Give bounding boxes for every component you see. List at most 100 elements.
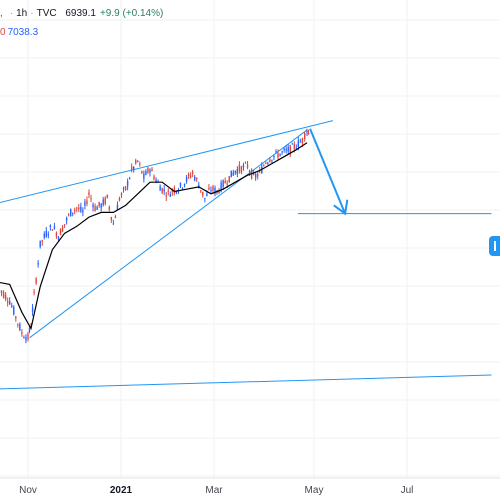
candle-body bbox=[263, 165, 265, 167]
candle-body bbox=[242, 165, 245, 168]
candle-body bbox=[297, 140, 300, 148]
price-tag-icon[interactable] bbox=[489, 236, 500, 256]
candle-body bbox=[169, 194, 171, 197]
candle-body bbox=[9, 301, 11, 305]
candle-body bbox=[31, 307, 34, 313]
rising-wedge-lower-line[interactable] bbox=[29, 129, 308, 339]
last-price: 6939.1 bbox=[65, 8, 96, 19]
candle-body bbox=[76, 207, 78, 209]
candle-body bbox=[69, 208, 72, 217]
candle-body bbox=[295, 147, 298, 149]
candle-body bbox=[238, 164, 241, 171]
candle-body bbox=[84, 201, 86, 206]
candle-body bbox=[304, 133, 306, 140]
candle-body bbox=[165, 195, 167, 197]
candle-body bbox=[61, 226, 64, 232]
lower-channel-line[interactable] bbox=[0, 374, 492, 390]
candle-body bbox=[277, 153, 279, 158]
candle-body bbox=[279, 153, 281, 156]
candle-body bbox=[15, 316, 17, 319]
candle-body bbox=[285, 148, 287, 151]
candle-body bbox=[13, 307, 15, 315]
candle-body bbox=[306, 130, 308, 133]
x-tick-mar: Mar bbox=[205, 485, 223, 496]
candle-body bbox=[78, 207, 80, 210]
candle-body bbox=[155, 179, 157, 183]
x-tick-2021: 2021 bbox=[109, 485, 133, 496]
candle-body bbox=[248, 170, 251, 173]
candle-body bbox=[126, 180, 129, 187]
candle-body bbox=[124, 186, 127, 190]
candle-body bbox=[80, 206, 82, 212]
interval-label[interactable]: 1h bbox=[16, 8, 28, 19]
candle-body bbox=[65, 217, 68, 221]
candle-body bbox=[299, 141, 302, 143]
candle-body bbox=[267, 162, 269, 164]
candle-body bbox=[23, 337, 25, 339]
candle-body bbox=[110, 217, 113, 220]
symbol-tail: , bbox=[0, 8, 3, 19]
candle-body bbox=[167, 190, 169, 192]
x-tick-jul: Jul bbox=[400, 485, 414, 496]
candle-body bbox=[94, 206, 96, 211]
candle-body bbox=[206, 193, 208, 197]
candle-body bbox=[175, 190, 178, 193]
candle-body bbox=[301, 138, 304, 144]
candle-body bbox=[102, 199, 104, 205]
series-layer bbox=[0, 128, 310, 344]
candle-body bbox=[234, 170, 237, 173]
candle-body bbox=[224, 180, 226, 184]
candle-body bbox=[293, 143, 295, 149]
candle-body bbox=[232, 172, 235, 176]
candle-body bbox=[230, 170, 232, 178]
projection-arrow[interactable] bbox=[309, 128, 347, 214]
candle-body bbox=[116, 204, 119, 211]
candle-body bbox=[108, 207, 111, 210]
candle-body bbox=[25, 337, 27, 341]
candle-body bbox=[37, 262, 39, 265]
candle-body bbox=[118, 198, 121, 201]
candle-body bbox=[82, 210, 84, 213]
drawing-layer[interactable] bbox=[0, 120, 492, 390]
candle-body bbox=[19, 324, 21, 331]
candle-body bbox=[17, 323, 19, 325]
candle-body bbox=[41, 240, 43, 242]
candle-body bbox=[59, 229, 62, 236]
candle-body bbox=[128, 178, 131, 180]
candle-body bbox=[98, 201, 100, 207]
candle-body bbox=[67, 214, 70, 216]
candle-body bbox=[269, 159, 271, 162]
candle-body bbox=[171, 189, 174, 192]
indicator-legend: 0 7038.3 bbox=[0, 27, 38, 38]
source-label: TVC bbox=[36, 8, 57, 19]
candle-body bbox=[92, 204, 94, 208]
price-change: +9.9 (+0.14%) bbox=[99, 8, 164, 19]
candle-body bbox=[179, 182, 182, 187]
candle-body bbox=[51, 229, 54, 231]
candle-body bbox=[28, 327, 31, 332]
candle-body bbox=[141, 171, 143, 174]
candle-body bbox=[181, 187, 184, 189]
candle-body bbox=[163, 189, 165, 192]
candle-body bbox=[151, 169, 153, 172]
candle-body bbox=[49, 225, 52, 228]
candle-body bbox=[35, 278, 37, 284]
candle-body bbox=[212, 186, 214, 191]
chart-header: , · 1h · TVC 6939.1 +9.9 (+0.14%) bbox=[0, 8, 164, 19]
candle-body bbox=[289, 145, 291, 155]
candle-body bbox=[120, 193, 123, 196]
candle-body bbox=[100, 203, 102, 209]
rising-wedge-upper-line[interactable] bbox=[0, 120, 334, 204]
candle-body bbox=[193, 176, 196, 181]
candle-body bbox=[106, 194, 108, 198]
candle-body bbox=[244, 162, 247, 164]
candle-body bbox=[222, 180, 224, 187]
candle-body bbox=[33, 292, 35, 294]
candle-body bbox=[133, 166, 135, 170]
candle-body bbox=[240, 166, 243, 173]
candle-body bbox=[135, 160, 137, 164]
candle-body bbox=[4, 294, 7, 300]
candle-body bbox=[45, 230, 47, 237]
candle-body bbox=[159, 186, 161, 191]
